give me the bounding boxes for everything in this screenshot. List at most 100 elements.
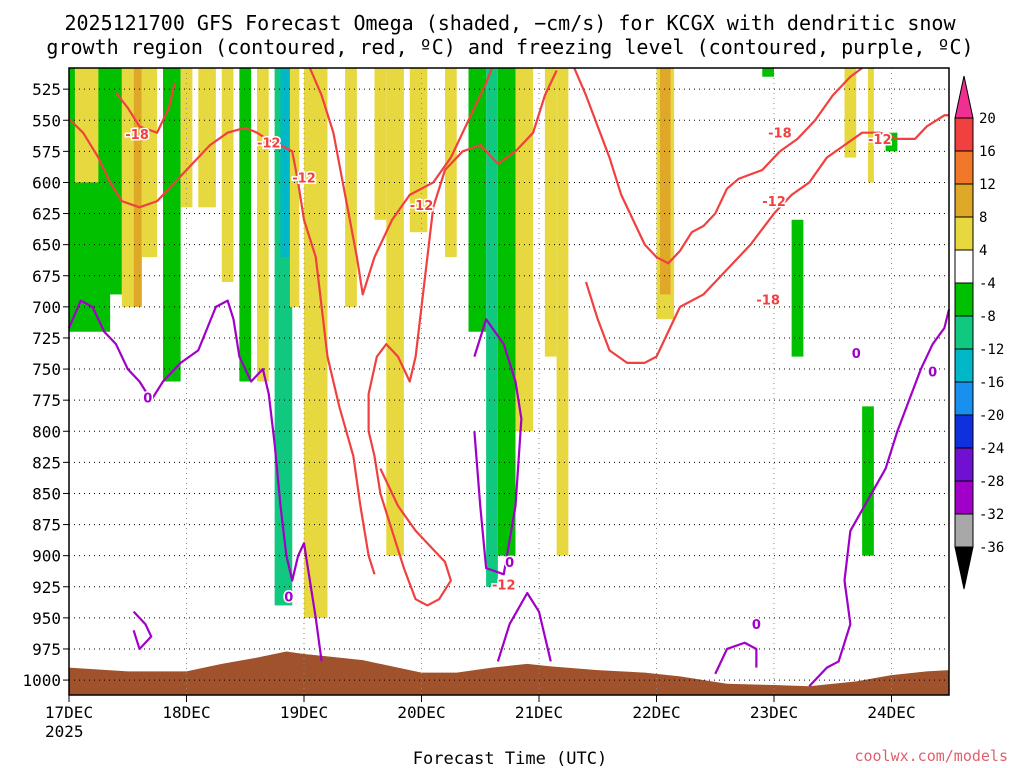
colorbar-label: -36 xyxy=(979,540,1004,556)
plot-frame xyxy=(68,67,950,696)
colorbar-label: 20 xyxy=(979,111,996,127)
omega-shade-cell xyxy=(791,219,804,357)
freezing-contour xyxy=(808,309,951,688)
y-tick-label: 950 xyxy=(32,609,61,628)
contour-label: -18 xyxy=(768,127,792,142)
colorbar-label: -24 xyxy=(979,441,1004,457)
contour-label: 0 xyxy=(143,392,152,407)
dgz-contour xyxy=(367,70,558,607)
colorbar-label: 16 xyxy=(979,144,996,160)
omega-shade-cell xyxy=(180,68,193,208)
omega-shade-cell xyxy=(762,68,774,77)
year-label: 2025 xyxy=(45,722,84,741)
contour-label: -12 xyxy=(762,195,786,210)
colorbar-segment xyxy=(954,381,974,416)
contour-label: -18 xyxy=(125,128,149,143)
freezing-contour xyxy=(473,318,523,576)
omega-shade-cell xyxy=(163,68,181,382)
colorbar-segment xyxy=(954,216,974,251)
omega-shade-cell xyxy=(304,68,328,618)
omega-shade-cell xyxy=(468,68,487,332)
y-tick-label: 850 xyxy=(32,484,61,503)
omega-shade-cell xyxy=(345,68,357,307)
x-tick-label: 19DEC xyxy=(280,703,328,722)
contour-label: -18 xyxy=(756,293,780,308)
colorbar-label: 12 xyxy=(979,177,996,193)
colorbar-segment xyxy=(954,513,974,548)
colorbar-segment xyxy=(954,150,974,185)
terrain-layer xyxy=(69,651,949,695)
dgz-contour-layer xyxy=(68,67,949,607)
omega-shade-cell xyxy=(497,68,516,556)
omega-shade-cell xyxy=(515,68,534,432)
contour-label: -12 xyxy=(410,199,434,214)
x-axis: 17DEC 18DEC 19DEC 20DEC 21DEC 22DEC 23DEC 24DEC xyxy=(45,695,916,722)
x-tick-label: 17DEC xyxy=(45,703,93,722)
colorbar-label: 8 xyxy=(979,210,987,226)
omega-shade-cell xyxy=(239,68,252,382)
omega-shade-cell xyxy=(374,68,387,220)
y-tick-label: 750 xyxy=(32,360,61,379)
colorbar-label: -16 xyxy=(979,375,1004,391)
y-tick-label: 775 xyxy=(32,391,61,410)
contour-label: -12 xyxy=(292,171,316,186)
x-tick-label: 20DEC xyxy=(397,703,445,722)
colorbar-segment xyxy=(954,315,974,350)
omega-shade-cell xyxy=(257,68,269,382)
y-tick-label: 1000 xyxy=(22,671,61,690)
colorbar-segment xyxy=(954,348,974,383)
omega-shade-cell xyxy=(386,68,404,556)
y-tick-label: 800 xyxy=(32,422,61,441)
colorbar-label: -12 xyxy=(979,342,1004,358)
colorbar-label: 4 xyxy=(979,243,987,259)
y-tick-label: 700 xyxy=(32,298,61,317)
omega-shade-cell xyxy=(409,68,428,233)
colorbar-label: -28 xyxy=(979,474,1004,490)
omega-shade-cell xyxy=(660,68,671,295)
omega-shade-cell xyxy=(133,68,142,307)
y-tick-label: 650 xyxy=(32,236,61,255)
omega-shade-cell xyxy=(121,68,134,307)
freezing-contour xyxy=(714,641,758,675)
colorbar-segment xyxy=(954,282,974,317)
y-tick-label: 525 xyxy=(32,80,61,99)
colorbar-segment xyxy=(954,480,974,515)
grid-layer xyxy=(69,68,949,695)
colorbar-label: -8 xyxy=(979,309,996,325)
omega-shade-cell xyxy=(844,68,857,158)
y-axis: 525 550 575 600 625 650 675 700 725 750 775 800 825 8… xyxy=(22,80,69,690)
omega-shade-cell xyxy=(289,68,300,307)
y-tick-label: 875 xyxy=(32,516,61,535)
colorbar-segment xyxy=(954,447,974,482)
chart-title-line1: 2025121700 GFS Forecast Omega (shaded, −… xyxy=(64,11,956,35)
y-tick-label: 550 xyxy=(32,111,61,130)
dgz-contour xyxy=(115,82,176,134)
colorbar-label: -32 xyxy=(979,507,1004,523)
colorbar-top-arrow xyxy=(954,75,974,119)
x-tick-label: 23DEC xyxy=(750,703,798,722)
terrain-fill xyxy=(69,651,949,695)
y-tick-label: 900 xyxy=(32,547,61,566)
omega-shade-cell xyxy=(544,68,557,357)
y-tick-label: 975 xyxy=(32,640,61,659)
omega-shade-cell xyxy=(868,68,874,183)
contour-label: -12 xyxy=(868,133,892,148)
omega-shade-cell xyxy=(862,406,874,556)
omega-shade-cell xyxy=(141,68,158,258)
contour-label-layer: -18 -12 -12 -12 -12 -12 -18 -18 -12 0 0 0 0 0 0 xyxy=(124,125,939,634)
colorbar-label: -20 xyxy=(979,408,1004,424)
chart-title-line2: growth region (contoured, red, ºC) and f… xyxy=(46,35,973,59)
omega-shade-cell xyxy=(221,68,234,282)
y-tick-label: 925 xyxy=(32,578,61,597)
dgz-contour xyxy=(308,67,494,296)
y-tick-label: 825 xyxy=(32,453,61,472)
y-tick-label: 600 xyxy=(32,173,61,192)
colorbar-segment xyxy=(954,183,974,218)
y-tick-label: 575 xyxy=(32,142,61,161)
colorbar-segment xyxy=(954,249,974,284)
y-tick-label: 625 xyxy=(32,205,61,224)
x-tick-label: 22DEC xyxy=(632,703,680,722)
freezing-contour xyxy=(496,591,552,662)
freezing-contour-layer xyxy=(67,299,951,688)
